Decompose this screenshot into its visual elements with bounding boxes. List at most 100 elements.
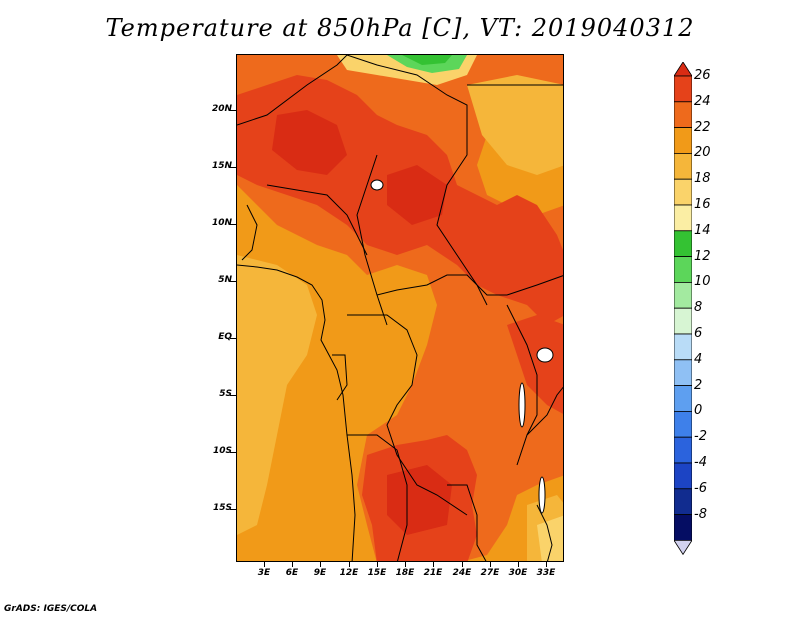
colorbar-cell <box>674 359 692 386</box>
colorbar-cell <box>674 410 692 438</box>
credit-text: GrADS: IGES/COLA <box>4 604 98 614</box>
colorbar-label: 2 <box>694 377 703 393</box>
x-tick <box>405 562 406 567</box>
y-axis-label: 15S <box>212 503 232 513</box>
border-e <box>376 274 563 296</box>
y-axis-label: 5S <box>219 389 232 399</box>
x-axis-label: 24E <box>452 568 472 578</box>
country-borders <box>237 55 563 561</box>
y-tick <box>230 281 236 282</box>
colorbar-cell <box>674 462 692 490</box>
y-tick <box>230 167 236 168</box>
colorbar-cell <box>674 281 692 309</box>
y-tick <box>230 452 236 453</box>
x-tick <box>518 562 519 567</box>
colorbar-cell <box>674 101 692 128</box>
lake-chad <box>370 179 384 191</box>
colorbar-label: -2 <box>694 429 707 445</box>
lake-malawi <box>538 476 546 514</box>
colorbar-label: 8 <box>694 300 703 316</box>
colorbar-label: -6 <box>694 480 707 496</box>
x-axis-label: 3E <box>257 568 271 578</box>
colorbar-cell <box>674 333 692 361</box>
x-tick <box>490 562 491 567</box>
temp-region-10 <box>402 55 452 65</box>
y-axis-label: 5N <box>218 275 232 285</box>
lake-tanganyika <box>518 382 526 428</box>
x-tick <box>292 562 293 567</box>
x-tick <box>264 562 265 567</box>
colorbar-label: 6 <box>694 326 703 341</box>
y-axis-label: 10S <box>212 446 232 456</box>
temperature-map <box>236 54 564 562</box>
y-tick <box>230 338 236 339</box>
x-axis-label: 33E <box>536 568 556 578</box>
colorbar-top-arrow <box>674 62 692 77</box>
colorbar-cell <box>674 514 692 541</box>
border-a <box>237 55 348 126</box>
map-title: Temperature at 850hPa [C], VT: 201904031… <box>105 14 695 42</box>
lakes <box>370 179 554 514</box>
x-tick <box>433 562 434 567</box>
colorbar-cell <box>674 436 692 464</box>
border-m <box>241 204 258 261</box>
colorbar-label: 20 <box>694 145 711 161</box>
colorbar-bottom-arrow <box>674 539 692 556</box>
lake-victoria <box>536 347 554 363</box>
border-c <box>356 154 388 326</box>
border-f <box>347 314 468 516</box>
border-j <box>447 484 487 561</box>
colorbar <box>674 62 692 556</box>
map-svg <box>237 55 563 561</box>
temp-region-26-c <box>387 465 452 535</box>
border-i <box>347 434 408 561</box>
x-tick <box>320 562 321 567</box>
colorbar-cell <box>674 127 692 154</box>
temp-region-26-b <box>387 165 447 225</box>
y-tick <box>230 110 236 111</box>
temp-region-26-a <box>272 110 347 175</box>
x-axis-label: 9E <box>313 568 327 578</box>
colorbar-label: 18 <box>694 171 711 187</box>
temp-region-18-west <box>237 255 317 535</box>
colorbar-cell <box>674 75 692 103</box>
colorbar-label: -8 <box>694 506 707 522</box>
x-axis-label: 12E <box>339 568 359 578</box>
colorbar-cell <box>674 307 692 335</box>
coastline-west <box>237 264 356 561</box>
x-axis-label: 18E <box>395 568 415 578</box>
colorbar-label: -4 <box>694 455 707 470</box>
y-tick <box>230 509 236 510</box>
colorbar-cell <box>674 204 692 232</box>
x-tick <box>546 562 547 567</box>
colorbar-label: 16 <box>694 197 711 212</box>
colorbar-label: 0 <box>694 403 703 419</box>
colorbar-cell <box>674 178 692 206</box>
border-l <box>536 504 553 561</box>
x-axis-label: 15E <box>367 568 387 578</box>
colorbar-label: 22 <box>694 119 711 135</box>
colorbar-label: 26 <box>694 68 711 83</box>
border-k <box>526 386 563 436</box>
colorbar-label: 12 <box>694 248 711 264</box>
colorbar-cell <box>674 256 692 283</box>
colorbar-label: 10 <box>694 274 711 290</box>
colorbar-cells <box>674 62 692 556</box>
colorbar-label: 14 <box>694 222 711 238</box>
x-tick <box>462 562 463 567</box>
border-b <box>346 55 488 306</box>
x-tick <box>377 562 378 567</box>
temp-region-18-ne <box>467 75 563 175</box>
x-axis-label: 27E <box>480 568 500 578</box>
x-axis-label: 6E <box>285 568 299 578</box>
temp-region-24-east <box>507 315 563 414</box>
y-axis-label: EQ <box>218 332 232 342</box>
y-tick <box>230 395 236 396</box>
x-axis-label: 30E <box>508 568 528 578</box>
colorbar-cell <box>674 488 692 515</box>
y-axis-label: 15N <box>211 161 232 171</box>
border-d <box>266 184 368 256</box>
colorbar-cell <box>674 385 692 412</box>
border-n <box>332 354 348 401</box>
x-axis-label: 21E <box>423 568 443 578</box>
